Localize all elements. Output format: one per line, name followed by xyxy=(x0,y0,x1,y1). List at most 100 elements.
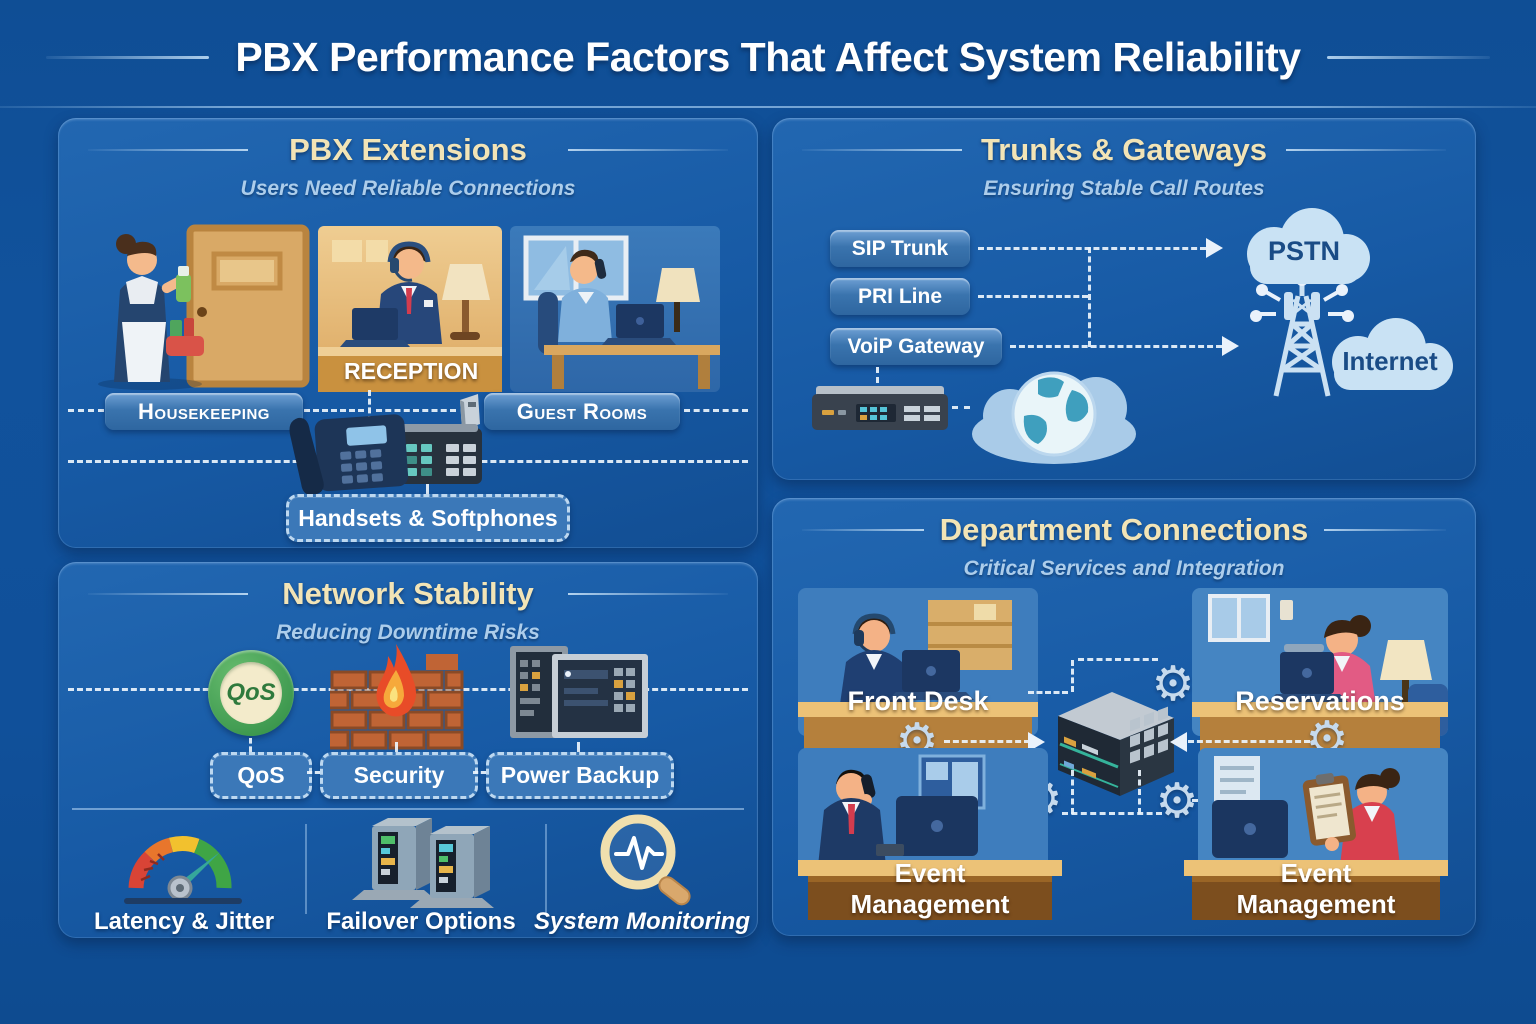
title-divider-line xyxy=(1326,56,1490,59)
housekeeping-pill: Housekeeping xyxy=(105,393,303,430)
event-management-left-scene xyxy=(798,748,1062,920)
feature-divider xyxy=(545,824,547,914)
panel-title: Network Stability xyxy=(282,576,534,611)
panel-network-stability: Network Stability Reducing Downtime Risk… xyxy=(58,562,758,938)
system-monitoring-label: System Monitoring xyxy=(533,908,750,935)
heading-line xyxy=(1324,529,1447,531)
power-backup-icon xyxy=(510,646,648,738)
panel-subtitle: Users Need Reliable Connections xyxy=(240,177,576,200)
dashed-connector xyxy=(304,409,364,412)
heading-line xyxy=(802,149,962,151)
dashed-connector xyxy=(978,247,1206,250)
heading-line xyxy=(1285,149,1446,151)
dashed-connector xyxy=(876,367,879,383)
power-backup-box: Power Backup xyxy=(486,752,674,799)
dashed-connector xyxy=(473,771,486,774)
dashed-connector xyxy=(1188,740,1310,743)
internet-label: Internet xyxy=(1342,346,1438,376)
dashed-connector xyxy=(368,390,371,422)
title-bar: PBX Performance Factors That Affect Syst… xyxy=(0,34,1536,81)
voip-gateway-pill: VoiP Gateway xyxy=(830,328,1002,365)
failover-servers-icon xyxy=(352,818,494,908)
latency-jitter-label: Latency & Jitter xyxy=(93,908,275,935)
panel-title: PBX Extensions xyxy=(289,132,527,167)
panel-pbx-extensions: PBX Extensions Users Need Reliable Conne… xyxy=(58,118,758,548)
sip-trunk-pill: SIP Trunk xyxy=(830,230,970,267)
front-desk-scene xyxy=(798,588,1038,781)
title-divider-line xyxy=(46,56,210,59)
dashed-connector xyxy=(426,484,429,496)
security-box: Security xyxy=(320,752,478,799)
reception-scene xyxy=(318,226,502,392)
handsets-softphones-box: Handsets & Softphones xyxy=(286,494,570,542)
internet-cloud: Internet xyxy=(1312,312,1468,400)
arrow-icon xyxy=(1222,336,1239,356)
guest-rooms-pill: Guest Rooms xyxy=(484,393,680,430)
dashed-connector xyxy=(978,295,1088,298)
dashed-connector xyxy=(684,409,748,412)
heading-line xyxy=(88,149,248,151)
dashed-connector xyxy=(952,406,970,409)
event-management-right-scene xyxy=(1184,748,1448,920)
failover-options-label: Failover Options xyxy=(326,908,516,935)
panel-subtitle: Critical Services and Integration xyxy=(963,557,1285,580)
guest-room-scene xyxy=(510,226,720,392)
dashed-connector xyxy=(249,738,252,752)
panel-subtitle: Reducing Downtime Risks xyxy=(276,621,540,644)
system-monitoring-icon xyxy=(600,814,691,906)
arrow-icon xyxy=(1206,238,1223,258)
dashed-connector xyxy=(1138,770,1141,814)
event-management-right-label: Event Management xyxy=(1236,858,1396,919)
pri-line-pill: PRI Line xyxy=(830,278,970,315)
section-divider xyxy=(72,808,744,810)
panel-header: Department Connections xyxy=(772,512,1476,548)
front-desk-label: Front Desk xyxy=(847,686,989,716)
qos-box: QoS xyxy=(210,752,312,799)
dashed-connector xyxy=(395,742,398,752)
housekeeper-illustration xyxy=(98,224,310,390)
page-title: PBX Performance Factors That Affect Syst… xyxy=(235,34,1301,80)
panel-department-connections: Department Connections Critical Services… xyxy=(772,498,1476,936)
dashed-connector xyxy=(1010,345,1222,348)
pstn-cloud: PSTN xyxy=(1224,202,1384,294)
arrow-icon xyxy=(1170,732,1187,752)
dashed-connector xyxy=(1028,691,1068,694)
dashed-connector xyxy=(944,740,1030,743)
latency-gauge-icon xyxy=(124,836,242,904)
firewall-icon xyxy=(330,644,464,750)
panel-title: Department Connections xyxy=(939,512,1309,547)
internet-globe-icon xyxy=(972,371,1136,464)
panel-title: Trunks & Gateways xyxy=(980,132,1267,167)
voip-gateway-device-icon xyxy=(812,386,948,430)
pstn-label: PSTN xyxy=(1267,236,1340,266)
dashed-connector xyxy=(376,409,456,412)
dashed-connector xyxy=(68,409,104,412)
desk-phone-icon xyxy=(289,414,482,495)
qos-icon: QoS xyxy=(208,650,294,736)
panel-subtitle: Ensuring Stable Call Routes xyxy=(983,177,1265,200)
header-underline xyxy=(0,106,1536,108)
qos-badge-label: QoS xyxy=(220,662,282,724)
heading-line xyxy=(802,529,924,531)
dashed-connector xyxy=(307,771,320,774)
wall-phone-icon xyxy=(460,394,480,430)
panel-header: Trunks & Gateways xyxy=(772,132,1476,168)
panel-trunks-gateways: Trunks & Gateways Ensuring Stable Call R… xyxy=(772,118,1476,480)
dashed-connector xyxy=(1071,660,1074,692)
dashed-connector xyxy=(1078,658,1158,661)
dashed-connector xyxy=(1062,812,1162,815)
panel-header: PBX Extensions xyxy=(58,132,758,168)
panel-header: Network Stability xyxy=(58,576,758,612)
feature-divider xyxy=(305,824,307,914)
dashed-connector xyxy=(1088,247,1091,347)
gear-icon: ⚙ xyxy=(1155,773,1199,829)
dashed-connector xyxy=(1071,770,1074,814)
gear-icon: ⚙ xyxy=(1151,656,1195,712)
heading-line xyxy=(88,593,248,595)
reservations-label: Reservations xyxy=(1235,686,1405,716)
heading-line xyxy=(568,593,728,595)
arrow-icon xyxy=(1028,732,1045,752)
heading-line xyxy=(568,149,728,151)
reservations-scene xyxy=(1192,588,1448,781)
